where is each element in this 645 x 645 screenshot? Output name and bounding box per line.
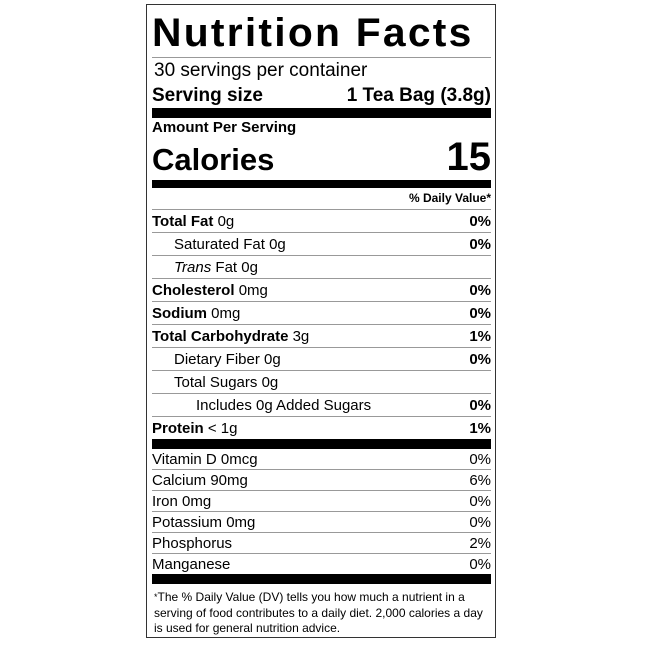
nutrient-row-sodium: Sodium 0mg 0% xyxy=(152,302,491,325)
amount-per-serving: Amount Per Serving xyxy=(152,119,297,136)
nutrient-dv: 0% xyxy=(469,236,491,253)
nutrient-dv: 0% xyxy=(469,282,491,299)
vitamin-dv: 2% xyxy=(469,535,491,552)
servings-per-container: 30 servings per container xyxy=(152,57,491,84)
calories-row: Calories 15 xyxy=(152,134,491,180)
nutrient-name: Dietary Fiber xyxy=(174,351,260,368)
daily-value-header: % Daily Value* xyxy=(152,188,491,210)
nutrient-row-trans-fat: Trans Fat 0g xyxy=(152,256,491,279)
nutrient-name: Total Carbohydrate xyxy=(152,328,289,345)
divider-medium xyxy=(152,180,491,188)
nutrient-amount: 0g xyxy=(269,236,286,253)
divider-thick xyxy=(152,108,491,118)
vitamin-dv: 0% xyxy=(469,493,491,510)
nutrient-dv: 1% xyxy=(469,328,491,345)
vitamin-label: Vitamin D 0mcg xyxy=(152,451,258,468)
vitamin-label: Calcium 90mg xyxy=(152,472,248,489)
calories-label: Calories xyxy=(152,142,275,177)
vitamin-label: Manganese xyxy=(152,556,231,573)
nutrient-dv: 0% xyxy=(469,213,491,230)
nutrient-amount: 0g xyxy=(264,351,281,368)
vitamin-dv: 6% xyxy=(469,472,491,489)
vitamin-row: Vitamin D 0mcg 0% xyxy=(152,449,491,470)
label-title: Nutrition Facts xyxy=(152,11,474,55)
nutrient-amount: 0g xyxy=(217,213,235,230)
nutrient-name: Sodium xyxy=(152,305,207,322)
nutrient-row-protein: Protein < 1g 1% xyxy=(152,417,491,439)
nutrient-amount: 0mg xyxy=(211,305,241,322)
nutrient-dv: 0% xyxy=(469,351,491,368)
vitamin-row: Iron 0mg 0% xyxy=(152,491,491,512)
nutrient-name: Cholesterol xyxy=(152,282,235,299)
nutrient-dv: 0% xyxy=(469,397,491,414)
vitamin-row: Calcium 90mg 6% xyxy=(152,470,491,491)
nutrient-amount: 0mg xyxy=(238,282,268,299)
nutrient-amount: Fat 0g xyxy=(215,259,258,276)
nutrient-row-cholesterol: Cholesterol 0mg 0% xyxy=(152,279,491,302)
nutrient-name: Saturated Fat xyxy=(174,236,265,253)
footnote: *The % Daily Value (DV) tells you how mu… xyxy=(152,584,491,637)
serving-size-value: 1 Tea Bag (3.8g) xyxy=(346,85,491,106)
nutrient-row-dietary-fiber: Dietary Fiber 0g 0% xyxy=(152,348,491,371)
vitamin-label: Phosphorus xyxy=(152,535,233,552)
nutrient-amount: < 1g xyxy=(207,420,238,437)
serving-size-label: Serving size xyxy=(152,85,263,106)
nutrient-dv: 1% xyxy=(469,420,491,437)
divider-thick xyxy=(152,574,491,584)
divider-thick xyxy=(152,439,491,449)
nutrient-row-saturated-fat: Saturated Fat 0g 0% xyxy=(152,233,491,256)
nutrient-row-added-sugars: Includes 0g Added Sugars 0% xyxy=(152,394,491,417)
nutrient-row-total-fat: Total Fat 0g 0% xyxy=(152,210,491,233)
nutrient-row-total-sugars: Total Sugars 0g xyxy=(152,371,491,394)
nutrient-name: Total Sugars xyxy=(174,374,258,391)
vitamin-label: Iron 0mg xyxy=(152,493,212,510)
nutrition-facts-label: Nutrition Facts 30 servings per containe… xyxy=(146,4,496,638)
nutrient-name: Total Fat xyxy=(152,213,214,230)
serving-size-row: Serving size 1 Tea Bag (3.8g) xyxy=(152,84,491,108)
vitamin-row: Phosphorus 2% xyxy=(152,533,491,554)
nutrient-name: Protein xyxy=(152,420,204,437)
vitamin-dv: 0% xyxy=(469,451,491,468)
vitamin-label: Potassium 0mg xyxy=(152,514,256,531)
vitamin-dv: 0% xyxy=(469,514,491,531)
footnote-star: * xyxy=(154,592,158,602)
nutrient-row-total-carbohydrate: Total Carbohydrate 3g 1% xyxy=(152,325,491,348)
vitamin-dv: 0% xyxy=(469,556,491,573)
nutrient-dv: 0% xyxy=(469,305,491,322)
vitamin-row: Manganese 0% xyxy=(152,554,491,574)
nutrient-amount: 3g xyxy=(292,328,310,345)
footnote-text: The % Daily Value (DV) tells you how muc… xyxy=(154,590,483,635)
calories-value: 15 xyxy=(446,135,492,179)
vitamin-row: Potassium 0mg 0% xyxy=(152,512,491,533)
nutrient-name: Includes 0g Added Sugars xyxy=(196,397,372,414)
nutrient-amount: 0g xyxy=(261,374,279,391)
nutrient-name: Trans xyxy=(174,259,212,276)
